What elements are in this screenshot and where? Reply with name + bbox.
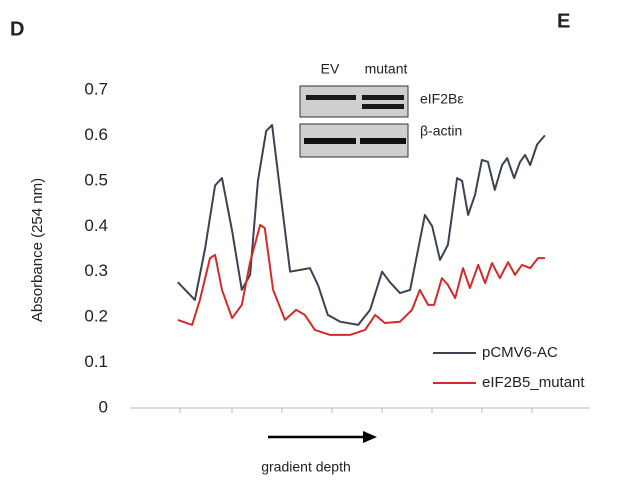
- blot-panel: [300, 86, 408, 117]
- blot-band: [362, 104, 404, 109]
- blot-band: [306, 95, 356, 100]
- legend-label: eIF2B5_mutant: [482, 374, 585, 391]
- y-tick-label: 0.6: [84, 125, 108, 144]
- x-axis-label: gradient depth: [261, 459, 351, 475]
- panel-label: D: [10, 18, 24, 40]
- y-tick-label: 0.4: [84, 216, 108, 235]
- blot-band: [360, 138, 406, 144]
- x-axis-minor-ticks: [180, 408, 532, 413]
- row-label: eIF2Bε: [420, 91, 464, 107]
- lane-label: mutant: [365, 61, 408, 77]
- y-tick-label: 0.7: [84, 79, 108, 98]
- lane-label: EV: [321, 61, 340, 77]
- y-tick-label: 0.1: [84, 352, 108, 371]
- page: D E Absorbance (254 nm) gradient depth E…: [0, 0, 617, 484]
- y-tick-label: 0: [99, 397, 108, 416]
- y-tick-label: 0.5: [84, 170, 108, 189]
- legend-label: pCMV6-AC: [482, 344, 558, 361]
- y-tick-label: 0.2: [84, 307, 108, 326]
- gradient-arrow-head: [363, 431, 377, 443]
- row-label: β-actin: [420, 123, 462, 139]
- panel-label: E: [557, 10, 570, 32]
- blot-band: [362, 95, 404, 100]
- blot-band: [304, 138, 356, 144]
- y-axis-label: Absorbance (254 nm): [29, 178, 46, 322]
- y-tick-label: 0.3: [84, 261, 108, 280]
- chart: D E Absorbance (254 nm) gradient depth E…: [0, 0, 617, 484]
